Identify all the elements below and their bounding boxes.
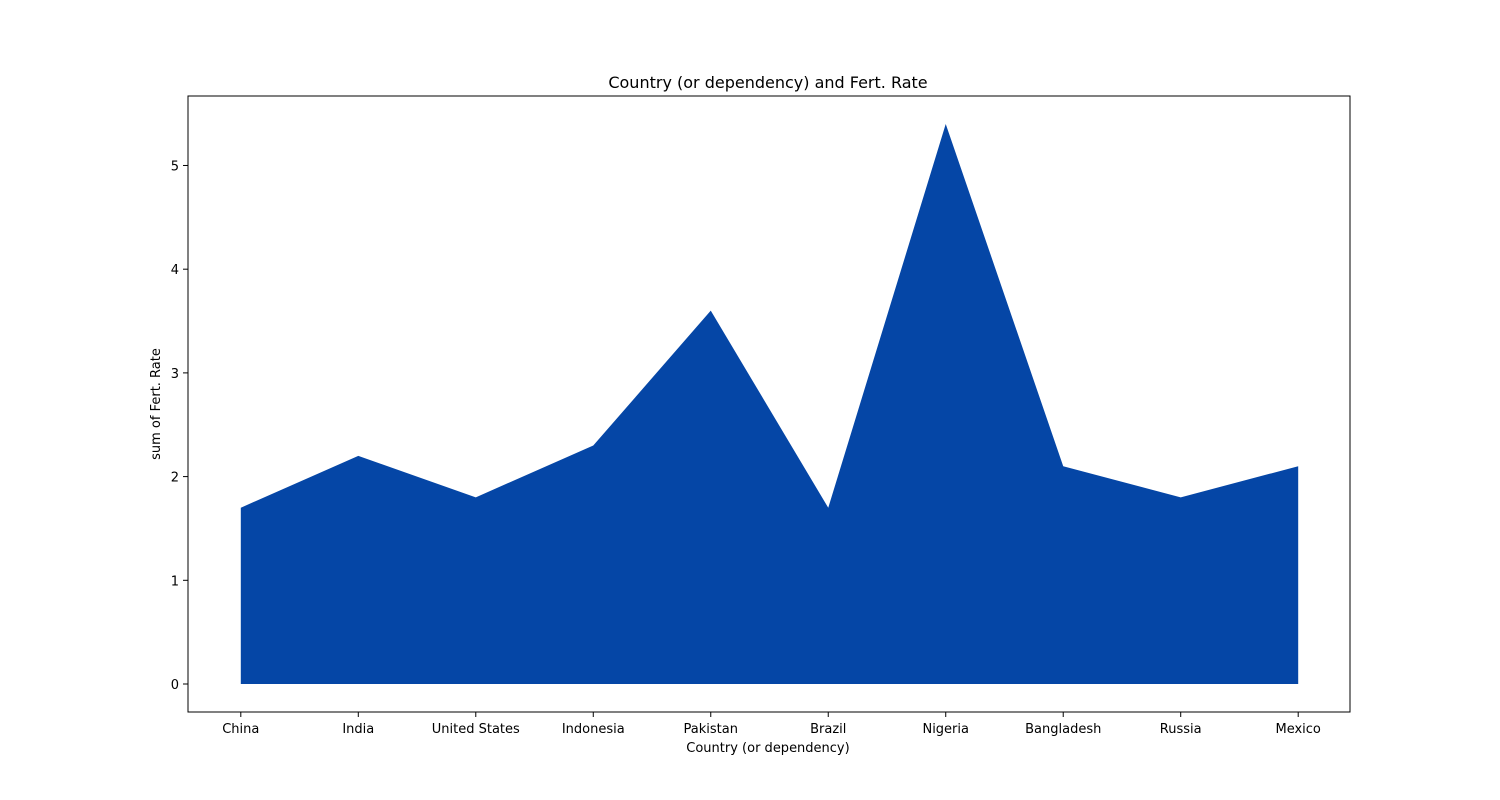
x-tick-label: Russia [1160, 722, 1202, 737]
x-tick-label: Nigeria [922, 722, 969, 737]
y-axis-ticks: 0 1 2 3 4 5 [171, 159, 188, 693]
plot-area [240, 124, 1299, 684]
y-tick-label: 3 [171, 367, 179, 382]
y-tick-label: 1 [171, 574, 179, 589]
y-axis-label: sum of Fert. Rate [149, 348, 164, 460]
area-series-0 [240, 124, 1299, 684]
y-tick-label: 4 [171, 263, 179, 278]
x-tick-label: Brazil [810, 722, 846, 737]
x-tick-label: United States [432, 722, 520, 737]
x-tick-label: India [342, 722, 374, 737]
y-tick-label: 0 [171, 678, 179, 693]
x-tick-label: Pakistan [684, 722, 738, 737]
x-tick-label: Bangladesh [1025, 722, 1101, 737]
y-tick-label: 5 [171, 159, 179, 174]
x-axis-label: Country (or dependency) [686, 741, 849, 756]
x-tick-label: Mexico [1275, 722, 1320, 737]
x-tick-label: Indonesia [562, 722, 625, 737]
x-axis-ticks: China India United States Indonesia Pakistan… [222, 712, 1321, 737]
y-tick-label: 2 [171, 471, 179, 486]
x-tick-label: China [222, 722, 259, 737]
chart-title: Country (or dependency) and Fert. Rate [608, 73, 927, 92]
plot-frame [187, 95, 1351, 713]
